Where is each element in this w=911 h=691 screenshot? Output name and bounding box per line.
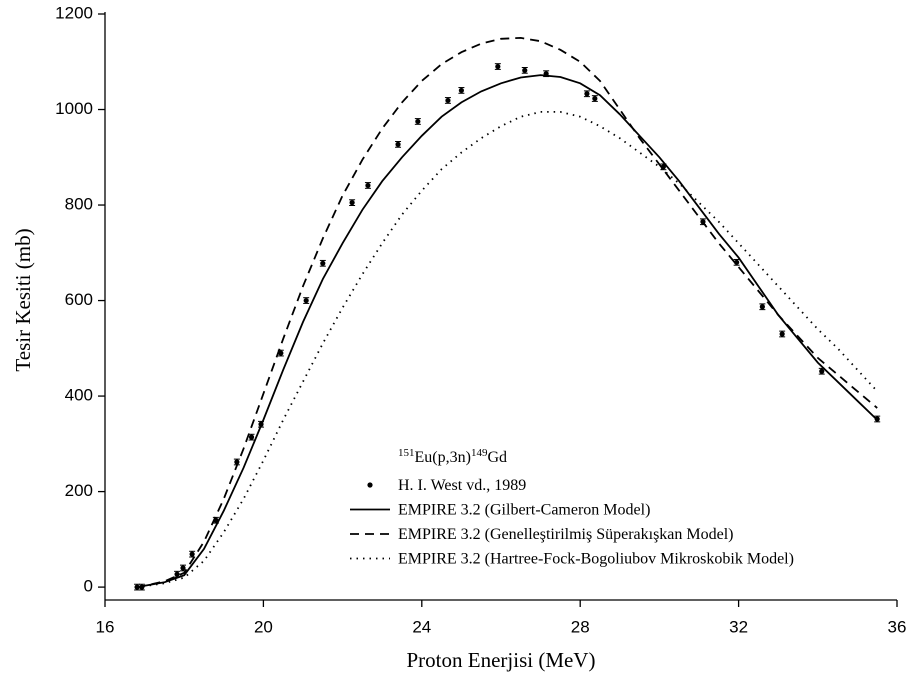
legend-title-part: 151 (398, 447, 415, 459)
data-point (759, 304, 765, 310)
data-point (415, 118, 421, 125)
data-point (174, 571, 180, 577)
model-curve (136, 111, 878, 588)
legend-label: EMPIRE 3.2 (Gilbert-Cameron Model) (398, 502, 650, 519)
legend-title-part: Eu(p,3n) (415, 449, 471, 466)
data-point (734, 259, 740, 265)
y-tick-label: 1000 (55, 99, 93, 118)
data-point (180, 565, 186, 571)
x-tick-label: 24 (412, 617, 431, 636)
data-point (592, 95, 598, 102)
data-point (303, 297, 309, 304)
data-point (522, 67, 528, 73)
y-tick-label: 400 (65, 386, 93, 405)
data-point (189, 551, 195, 557)
data-point (349, 200, 355, 206)
x-tick-label: 36 (888, 617, 907, 636)
data-point (584, 91, 590, 97)
data-point (248, 434, 255, 440)
legend-label: H. I. West vd., 1989 (398, 477, 526, 494)
legend-label: EMPIRE 3.2 (Hartree-Fock-Bogoliubov Mikr… (398, 551, 794, 568)
data-point (365, 182, 371, 189)
data-point (278, 350, 284, 356)
y-axis-label: Tesir Kesiti (mb) (11, 228, 35, 371)
y-tick-label: 200 (65, 481, 93, 500)
data-point (458, 87, 464, 94)
data-point (495, 63, 501, 70)
model-curve (136, 74, 878, 588)
y-tick-label: 0 (84, 577, 93, 596)
y-tick-label: 600 (65, 290, 93, 309)
legend-title-part: 149 (471, 447, 488, 459)
y-tick-label: 1200 (55, 3, 93, 22)
data-point (819, 368, 825, 374)
legend-title-part: Gd (487, 449, 507, 466)
model-curve (136, 36, 878, 588)
data-point (779, 331, 785, 337)
x-tick-label: 28 (571, 617, 590, 636)
data-point (320, 260, 326, 266)
legend-title: 151Eu(p,3n)149Gd (398, 447, 507, 466)
legend-marker (367, 482, 373, 488)
x-tick-label: 16 (96, 617, 115, 636)
data-point (395, 141, 401, 147)
data-point (445, 97, 451, 104)
x-tick-label: 20 (254, 617, 273, 636)
legend-label: EMPIRE 3.2 (Genelleştirilmiş Süperakışka… (398, 526, 734, 543)
x-tick-label: 32 (729, 617, 748, 636)
x-axis-label: Proton Enerjisi (MeV) (407, 648, 596, 672)
y-tick-label: 800 (65, 195, 93, 214)
